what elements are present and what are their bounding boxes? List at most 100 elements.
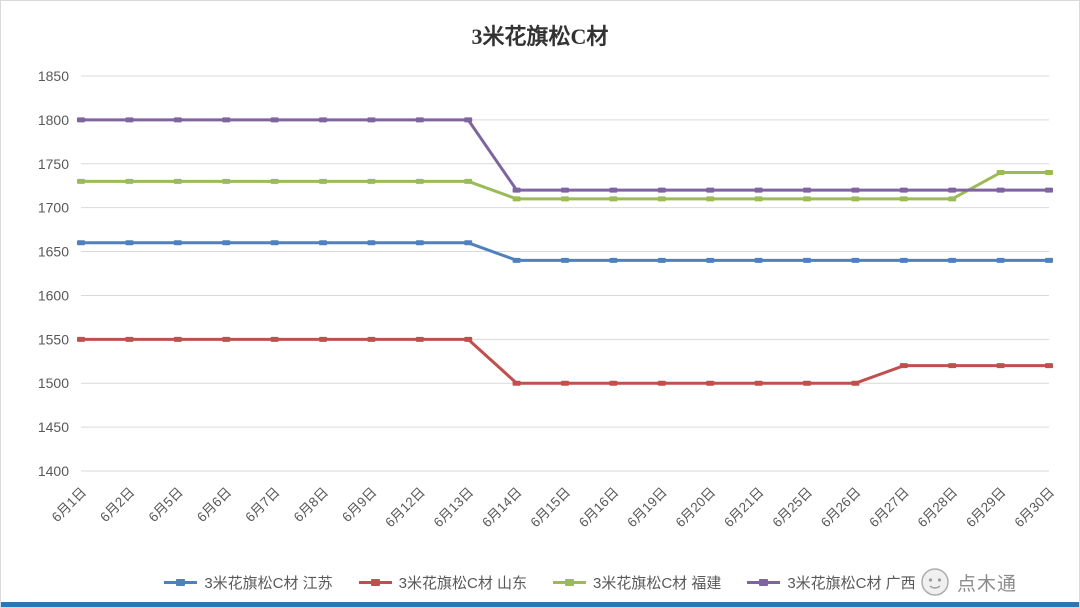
x-axis-label: 6月20日 — [673, 485, 719, 531]
x-axis-label: 6月9日 — [339, 485, 379, 525]
x-axis-label: 6月6日 — [194, 485, 234, 525]
data-point-marker — [899, 196, 908, 202]
legend-label: 3米花旗松C材 江苏 — [204, 575, 333, 592]
data-point-marker — [367, 336, 376, 342]
chart-legend: 3米花旗松C材 江苏 3米花旗松C材 山东 3米花旗松C材 福建 3米花旗松C材 广西 — [1, 572, 1079, 593]
data-point-marker — [125, 240, 134, 246]
data-point-marker — [270, 240, 279, 246]
y-axis-label: 1550 — [38, 331, 69, 347]
legend-marker — [565, 579, 574, 586]
data-point-marker — [270, 178, 279, 184]
data-point-marker — [512, 257, 521, 263]
data-point-marker — [754, 380, 763, 386]
data-point-marker — [561, 257, 569, 263]
legend-marker — [176, 579, 186, 586]
data-point-marker — [173, 336, 182, 342]
legend-swatch — [358, 579, 392, 586]
data-point-marker — [125, 178, 134, 184]
x-axis-label: 6月29日 — [963, 485, 1009, 531]
data-point-marker — [270, 336, 279, 342]
legend-item: 3米花旗松C材 山东 — [358, 572, 527, 593]
legend-item: 3米花旗松C材 江苏 — [164, 572, 333, 593]
data-point-marker — [609, 257, 618, 263]
data-point-marker — [754, 257, 763, 263]
data-point-marker — [367, 178, 376, 184]
x-axis-label: 6月16日 — [576, 485, 622, 531]
data-point-marker — [415, 240, 424, 246]
data-point-marker — [512, 187, 521, 193]
data-point-marker — [125, 336, 134, 342]
data-point-marker — [367, 117, 376, 123]
x-axis-label: 6月30日 — [1011, 485, 1057, 531]
data-point-marker — [948, 196, 957, 202]
data-point-marker — [899, 257, 908, 263]
x-axis-label: 6月19日 — [624, 485, 670, 531]
y-axis-label: 1750 — [38, 156, 69, 172]
data-point-marker — [464, 240, 473, 246]
data-point-marker — [222, 117, 231, 123]
data-point-marker — [1045, 187, 1053, 193]
x-axis-label: 6月8日 — [291, 485, 331, 525]
data-point-marker — [609, 196, 618, 202]
y-axis-label: 1850 — [38, 68, 69, 84]
y-axis-label: 1600 — [38, 287, 69, 303]
x-axis-label: 6月14日 — [479, 485, 525, 531]
data-point-marker — [77, 178, 85, 184]
data-point-marker — [125, 117, 134, 123]
data-point-marker — [415, 178, 424, 184]
x-axis-label: 6月21日 — [721, 485, 767, 531]
x-axis-label: 6月26日 — [818, 485, 864, 531]
data-point-marker — [803, 380, 811, 386]
y-axis-label: 1450 — [38, 419, 69, 435]
data-point-marker — [609, 380, 618, 386]
data-point-marker — [657, 380, 666, 386]
data-point-marker — [561, 380, 569, 386]
data-point-marker — [657, 187, 666, 193]
data-point-marker — [561, 196, 569, 202]
data-point-marker — [512, 380, 521, 386]
x-axis-label: 6月28日 — [915, 485, 961, 531]
series-line — [81, 337, 1049, 385]
legend-swatch — [553, 579, 586, 586]
data-point-marker — [803, 196, 811, 202]
data-point-marker — [706, 257, 715, 263]
data-point-marker — [657, 196, 666, 202]
legend-swatch — [164, 579, 198, 586]
x-axis-label: 6月5日 — [146, 485, 186, 525]
x-axis-label: 6月15日 — [527, 485, 573, 531]
data-point-marker — [948, 363, 957, 369]
data-point-marker — [899, 363, 908, 369]
series-line — [81, 171, 1049, 201]
data-point-marker — [754, 187, 763, 193]
data-point-marker — [77, 336, 85, 342]
data-point-marker — [996, 257, 1005, 263]
x-axis-label: 6月2日 — [97, 485, 137, 525]
data-point-marker — [173, 178, 182, 184]
legend-swatch — [747, 579, 781, 586]
data-point-marker — [173, 240, 182, 246]
data-point-marker — [1045, 170, 1053, 176]
data-point-marker — [948, 257, 957, 263]
data-point-marker — [77, 117, 85, 123]
data-point-marker — [319, 240, 327, 246]
y-axis-label: 1800 — [38, 112, 69, 128]
data-point-marker — [851, 196, 860, 202]
data-point-marker — [851, 187, 860, 193]
data-point-marker — [996, 363, 1005, 369]
x-axis-label: 6月25日 — [769, 485, 815, 531]
data-point-marker — [899, 187, 908, 193]
data-point-marker — [319, 336, 327, 342]
bottom-accent-bar — [1, 602, 1079, 607]
x-axis-label: 6月1日 — [49, 485, 89, 525]
data-point-marker — [512, 196, 521, 202]
data-point-marker — [706, 380, 715, 386]
data-point-marker — [609, 187, 618, 193]
data-point-marker — [803, 257, 811, 263]
data-point-marker — [222, 178, 231, 184]
data-point-marker — [706, 196, 715, 202]
data-point-marker — [319, 117, 327, 123]
data-point-marker — [1045, 257, 1053, 263]
legend-label: 3米花旗松C材 广西 — [787, 575, 916, 592]
legend-label: 3米花旗松C材 山东 — [398, 575, 527, 592]
x-axis-label: 6月27日 — [866, 485, 912, 531]
